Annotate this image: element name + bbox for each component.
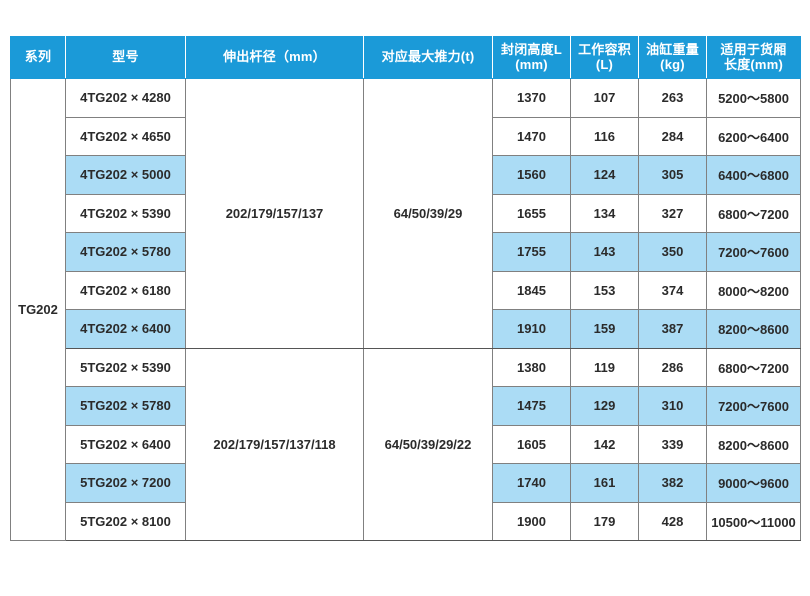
cell-working-volume: 143 bbox=[570, 232, 639, 272]
header-line-1: 型号 bbox=[112, 49, 139, 65]
cell-closed-height: 1755 bbox=[492, 232, 571, 272]
cell-cargo-length: 9000～9600 bbox=[706, 463, 801, 503]
cell-closed-height: 1380 bbox=[492, 347, 571, 387]
cell-cargo-length: 5200～5800 bbox=[706, 78, 801, 118]
cell-model: 4TG202 × 6400 bbox=[65, 309, 186, 349]
cell-cylinder-weight: 428 bbox=[638, 501, 707, 541]
cell-cylinder-weight: 263 bbox=[638, 78, 707, 118]
cell-cargo-length: 7200～7600 bbox=[706, 386, 801, 426]
cell-cylinder-weight: 374 bbox=[638, 270, 707, 310]
cell-closed-height: 1370 bbox=[492, 78, 571, 118]
cell-cylinder-weight: 284 bbox=[638, 116, 707, 156]
header-line-1: 适用于货厢 bbox=[720, 41, 787, 57]
cell-cylinder-weight: 305 bbox=[638, 155, 707, 195]
cell-cylinder-weight: 310 bbox=[638, 386, 707, 426]
table-row: 5TG202 × 8100 1900 179 428 10500～11000 bbox=[11, 501, 801, 541]
cell-closed-height: 1475 bbox=[492, 386, 571, 426]
cell-cargo-length: 7200～7600 bbox=[706, 232, 801, 272]
cell-closed-height: 1655 bbox=[492, 193, 571, 233]
header-line-1: 油缸重量(kg) bbox=[646, 41, 699, 72]
cell-cylinder-weight: 286 bbox=[638, 347, 707, 387]
cell-working-volume: 142 bbox=[570, 424, 639, 464]
cell-working-volume: 161 bbox=[570, 463, 639, 503]
cell-working-volume: 107 bbox=[570, 78, 639, 118]
cell-model: 4TG202 × 5780 bbox=[65, 232, 186, 272]
cell-cylinder-weight: 382 bbox=[638, 463, 707, 503]
header-line-2: (mm) bbox=[515, 56, 548, 72]
header-line-1: 对应最大推力(t) bbox=[381, 49, 475, 65]
header-line-1: 工作容积 (L) bbox=[578, 41, 631, 72]
cell-rod-diameter: 202/179/157/137 bbox=[185, 78, 364, 349]
column-header-closed-height: 封闭高度L (mm) bbox=[492, 36, 571, 79]
cell-model: 4TG202 × 4650 bbox=[65, 116, 186, 156]
cell-working-volume: 129 bbox=[570, 386, 639, 426]
cell-max-thrust: 64/50/39/29/22 bbox=[363, 347, 493, 541]
cell-model: 5TG202 × 8100 bbox=[65, 501, 186, 541]
table-row: TG202 4TG202 × 4280 202/179/157/137 64/50/3… bbox=[10, 78, 801, 541]
table-row: 4TG202 × 6400 1910 159 387 8200～8600 bbox=[11, 309, 801, 349]
table-header: 系列 型号 伸出杆径（mm） 对应最大推力(t) 封闭高度L (mm) 工作容积… bbox=[10, 36, 801, 79]
cell-model: 5TG202 × 7200 bbox=[65, 463, 186, 503]
cell-cylinder-weight: 350 bbox=[638, 232, 707, 272]
spec-table-container: 系列 型号 伸出杆径（mm） 对应最大推力(t) 封闭高度L (mm) 工作容积… bbox=[10, 36, 801, 541]
column-header-cargo-length: 适用于货厢 长度(mm) bbox=[706, 36, 801, 79]
cell-working-volume: 124 bbox=[570, 155, 639, 195]
table-body: TG202 4TG202 × 4280 202/179/157/137 64/50/3… bbox=[10, 78, 801, 541]
header-row: 系列 型号 伸出杆径（mm） 对应最大推力(t) 封闭高度L (mm) 工作容积… bbox=[10, 36, 801, 79]
column-header-cylinder-weight: 油缸重量(kg) bbox=[638, 36, 707, 79]
cell-working-volume: 159 bbox=[570, 309, 639, 349]
cell-working-volume: 179 bbox=[570, 501, 639, 541]
header-line-1: 伸出杆径（mm） bbox=[223, 49, 326, 65]
cell-max-thrust: 64/50/39/29 bbox=[363, 78, 493, 349]
cell-closed-height: 1900 bbox=[492, 501, 571, 541]
cell-model: 4TG202 × 5390 bbox=[65, 193, 186, 233]
cell-cylinder-weight: 339 bbox=[638, 424, 707, 464]
table-row: 4TG202 × 6180 1845 153 374 8000～8200 bbox=[11, 270, 801, 310]
header-line-2: 长度(mm) bbox=[724, 56, 783, 72]
header-line-1: 系列 bbox=[24, 49, 52, 65]
cell-model: 5TG202 × 6400 bbox=[65, 424, 186, 464]
cell-cargo-length: 6200～6400 bbox=[706, 116, 801, 156]
cell-cargo-length: 8000～8200 bbox=[706, 270, 801, 310]
cell-model: 4TG202 × 5000 bbox=[65, 155, 186, 195]
column-header-rod-diameter: 伸出杆径（mm） bbox=[185, 36, 364, 79]
cell-working-volume: 119 bbox=[570, 347, 639, 387]
header-line-1: 封闭高度L bbox=[501, 41, 562, 57]
table-row: 4TG202 × 5000 1560 124 305 6400～6800 bbox=[11, 155, 801, 195]
cell-cargo-length: 10500～11000 bbox=[706, 501, 801, 541]
cell-cargo-length: 8200～8600 bbox=[706, 309, 801, 349]
column-header-model: 型号 bbox=[65, 36, 186, 79]
cell-cargo-length: 8200～8600 bbox=[706, 424, 801, 464]
cell-model: 4TG202 × 6180 bbox=[65, 270, 186, 310]
cell-working-volume: 134 bbox=[570, 193, 639, 233]
cell-working-volume: 153 bbox=[570, 270, 639, 310]
column-header-working-volume: 工作容积 (L) bbox=[570, 36, 639, 79]
table-row: 4TG202 × 5780 1755 143 350 7200～7600 bbox=[11, 232, 801, 272]
cell-series: TG202 bbox=[10, 78, 66, 541]
cell-closed-height: 1470 bbox=[492, 116, 571, 156]
table-row: 4TG202 × 4650 1470 116 284 6200～6400 bbox=[11, 116, 801, 156]
hydraulic-cylinder-spec-table: 系列 型号 伸出杆径（mm） 对应最大推力(t) 封闭高度L (mm) 工作容积… bbox=[10, 36, 801, 541]
table-row: 4TG202 × 5390 1655 134 327 6800～7200 bbox=[11, 193, 801, 233]
cell-closed-height: 1845 bbox=[492, 270, 571, 310]
table-row: 5TG202 × 6400 1605 142 339 8200～8600 bbox=[11, 424, 801, 464]
cell-rod-diameter: 202/179/157/137/118 bbox=[185, 347, 364, 541]
table-row: 5TG202 × 5780 1475 129 310 7200～7600 bbox=[11, 386, 801, 426]
cell-cylinder-weight: 327 bbox=[638, 193, 707, 233]
table-row: 5TG202 × 5390 202/179/157/137/118 64/50/39… bbox=[11, 347, 801, 541]
cell-model: 4TG202 × 4280 bbox=[65, 78, 186, 118]
cell-closed-height: 1605 bbox=[492, 424, 571, 464]
cell-working-volume: 116 bbox=[570, 116, 639, 156]
cell-cargo-length: 6800～7200 bbox=[706, 347, 801, 387]
cell-model: 5TG202 × 5780 bbox=[65, 386, 186, 426]
cell-cargo-length: 6800～7200 bbox=[706, 193, 801, 233]
cell-model: 5TG202 × 5390 bbox=[65, 347, 186, 387]
cell-cargo-length: 6400～6800 bbox=[706, 155, 801, 195]
cell-closed-height: 1560 bbox=[492, 155, 571, 195]
cell-closed-height: 1740 bbox=[492, 463, 571, 503]
column-header-series: 系列 bbox=[10, 36, 66, 79]
cell-closed-height: 1910 bbox=[492, 309, 571, 349]
cell-cylinder-weight: 387 bbox=[638, 309, 707, 349]
column-header-max-thrust: 对应最大推力(t) bbox=[363, 36, 493, 79]
